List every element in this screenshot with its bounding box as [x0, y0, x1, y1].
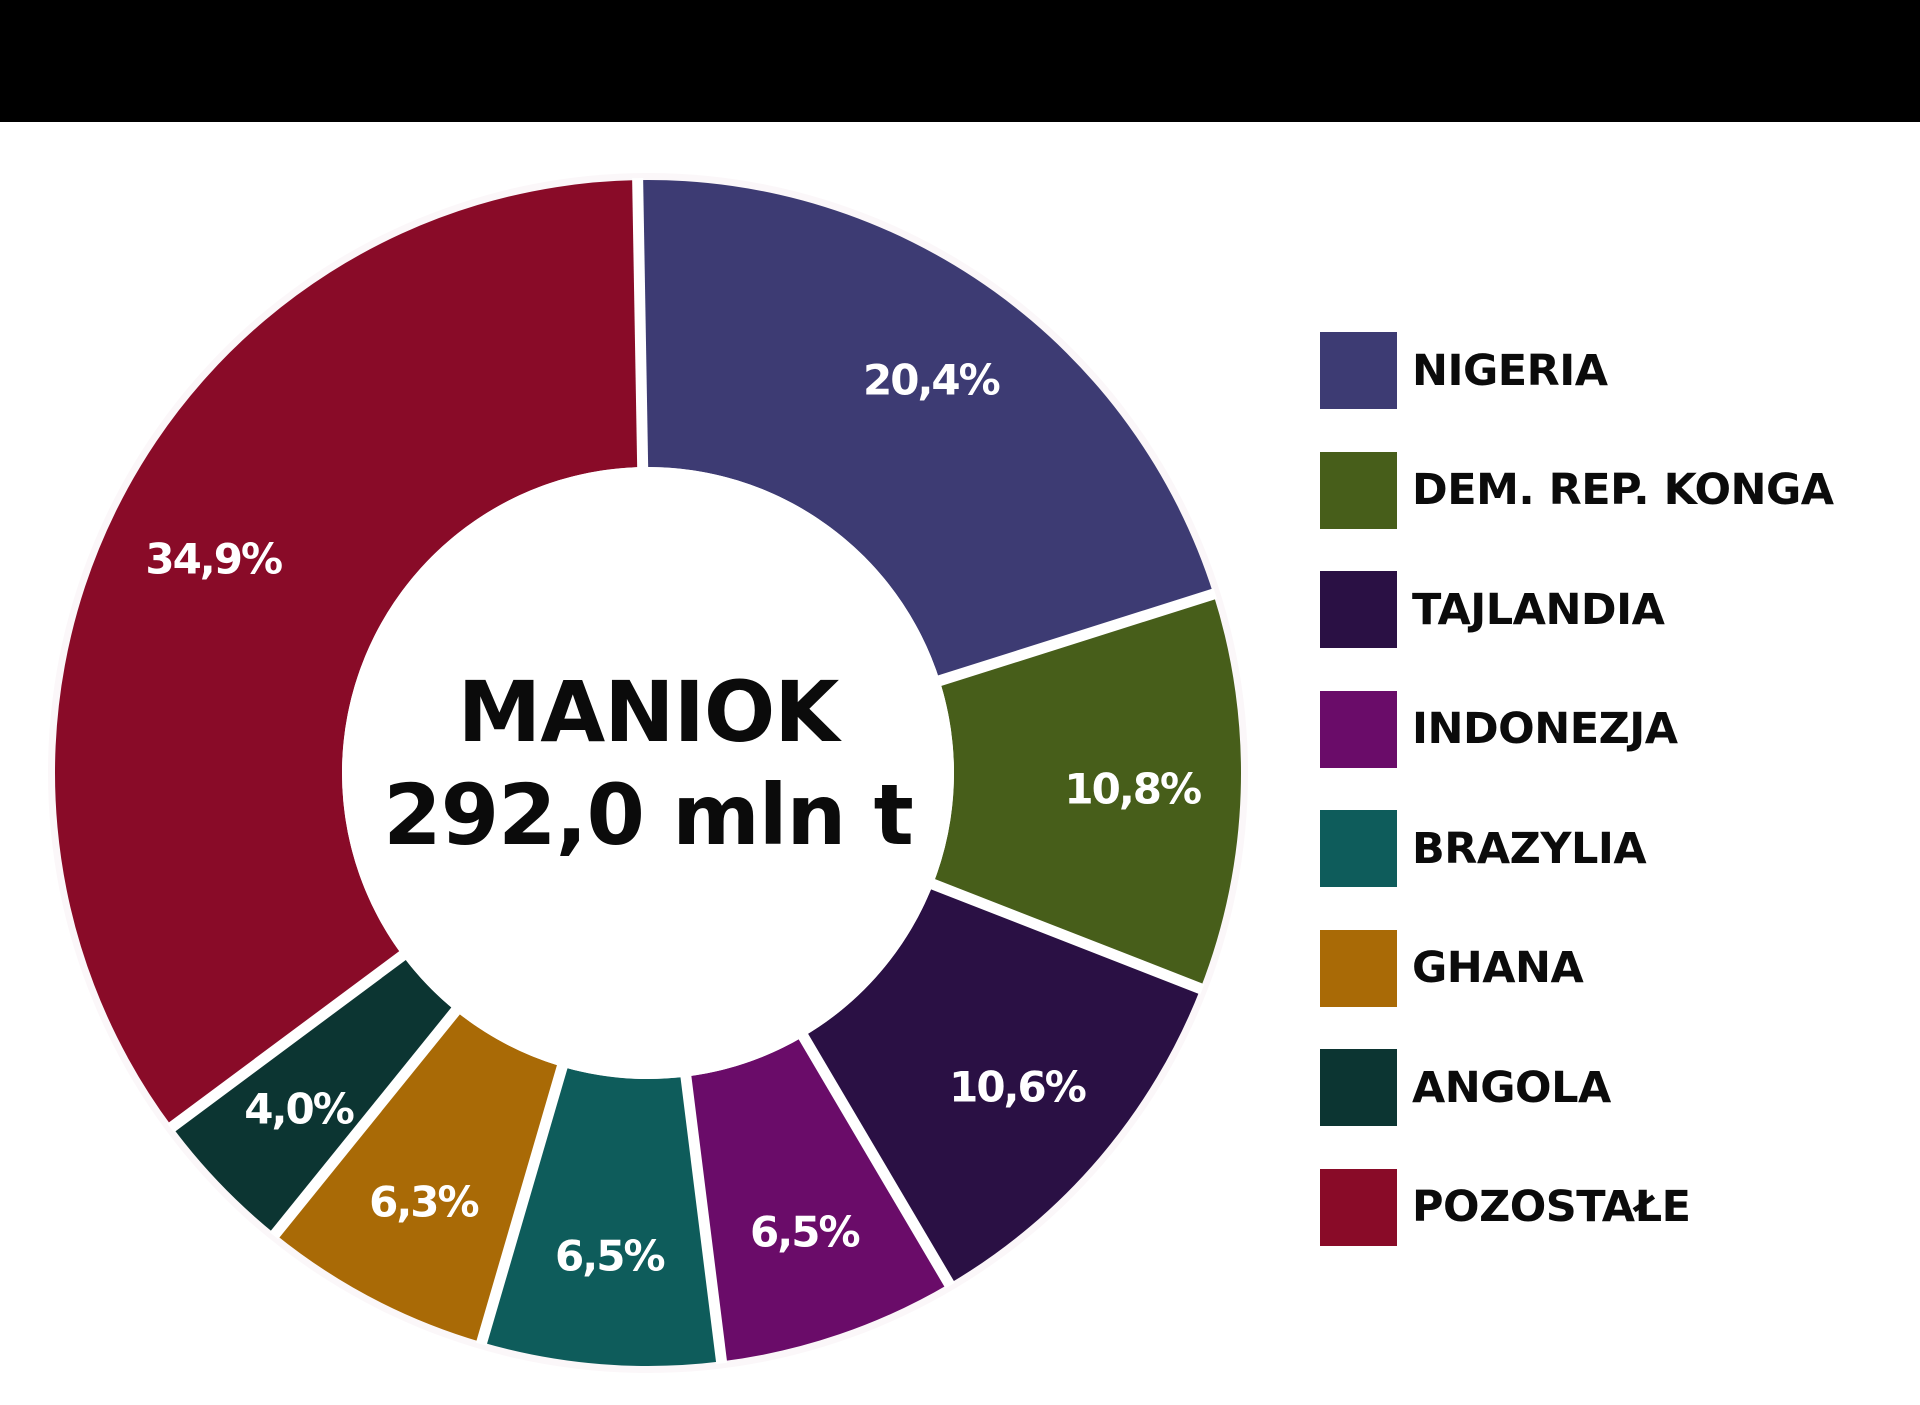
legend-swatch — [1320, 929, 1397, 1007]
slice-separator — [680, 1073, 728, 1365]
slice-percent-label: 34,9% — [145, 534, 283, 584]
chart-title: MANIOK — [457, 663, 840, 761]
slice-pozosta-e — [54, 180, 643, 1127]
legend-item-pozostale: POZOSTAŁE — [1320, 1168, 1691, 1246]
legend-label: DEM. REP. KONGA — [1412, 465, 1834, 515]
legend-swatch — [1320, 451, 1397, 529]
slice-percent-label: 10,6% — [949, 1062, 1087, 1112]
legend-swatch — [1320, 690, 1397, 768]
slice-dem-rep-konga — [933, 594, 1242, 989]
top-black-bar — [0, 0, 1920, 122]
legend-item-tajlandia: TAJLANDIA — [1320, 571, 1665, 648]
legend-item-angola: ANGOLA — [1320, 1049, 1611, 1126]
slice-percent-label: 10,8% — [1064, 764, 1202, 814]
slice-separator — [269, 1005, 462, 1240]
slice-percent-label: 4,0% — [244, 1084, 354, 1134]
legend-item-indonezja: INDONEZJA — [1320, 690, 1678, 768]
legend-label: INDONEZJA — [1412, 704, 1678, 754]
donut-hole — [342, 467, 954, 1079]
legend-label: TAJLANDIA — [1412, 584, 1665, 635]
legend-label: ANGOLA — [1412, 1062, 1611, 1113]
slice-tajlandia — [803, 884, 1201, 1284]
slice-angola — [172, 955, 456, 1235]
slice-separator — [797, 1032, 955, 1289]
slice-separator — [167, 950, 408, 1133]
legend-swatch — [1320, 332, 1397, 409]
legend-item-dem-rep-konga: DEM. REP. KONGA — [1320, 451, 1834, 529]
legend-swatch — [1320, 810, 1397, 887]
slice-percent-label: 20,4% — [863, 355, 1001, 405]
slice-separator — [475, 1063, 569, 1346]
slice-percent-label: 6,3% — [369, 1177, 479, 1227]
legend-swatch — [1320, 571, 1397, 648]
legend-label: POZOSTAŁE — [1412, 1182, 1691, 1232]
slice-separator — [929, 878, 1205, 995]
legend-item-brazylia: BRAZYLIA — [1320, 810, 1647, 887]
legend-label: GHANA — [1412, 943, 1584, 993]
chart-total: 292,0 mln t — [383, 766, 913, 864]
legend-label: BRAZYLIA — [1412, 823, 1647, 874]
donut-slices — [54, 177, 1242, 1366]
slice-nigeria — [637, 180, 1214, 681]
legend-swatch — [1320, 1049, 1397, 1126]
legend-swatch — [1320, 1168, 1397, 1246]
slice-percent-label: 6,5% — [555, 1231, 665, 1281]
slice-separator — [632, 177, 649, 470]
legend-item-nigeria: NIGERIA — [1320, 332, 1608, 409]
legend-label: NIGERIA — [1412, 345, 1608, 396]
slice-separator — [936, 588, 1217, 687]
slice-ghana — [275, 1010, 563, 1343]
slice-indonezja — [685, 1036, 950, 1362]
legend-item-ghana: GHANA — [1320, 929, 1584, 1007]
slice-percent-label: 6,5% — [750, 1207, 860, 1257]
